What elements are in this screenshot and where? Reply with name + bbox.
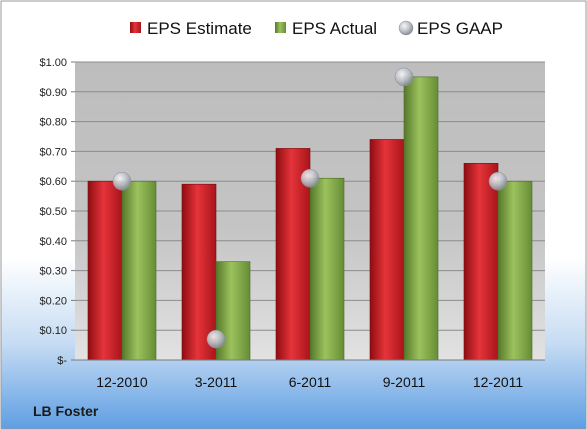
legend-label: EPS GAAP xyxy=(417,19,503,38)
legend-swatch xyxy=(130,22,141,33)
y-tick-label: $1.00 xyxy=(39,57,67,69)
legend-swatch xyxy=(398,20,414,36)
marker-eps-gaap xyxy=(394,67,414,87)
company-name: LB Foster xyxy=(33,403,99,419)
marker-eps-gaap xyxy=(206,329,226,349)
x-tick-label: 6-2011 xyxy=(289,374,332,390)
bar-eps-actual xyxy=(121,180,157,361)
y-tick-label: $0.30 xyxy=(39,266,67,278)
marker-eps-gaap xyxy=(488,171,508,191)
y-tick-label: $0.80 xyxy=(39,117,67,129)
gaap-markers xyxy=(112,67,508,349)
x-tick-label: 12-2010 xyxy=(96,374,148,390)
legend-label: EPS Estimate xyxy=(147,19,252,38)
bar-eps-estimate xyxy=(463,163,499,361)
legend-swatch xyxy=(275,22,286,33)
y-tick-label: $0.20 xyxy=(39,295,67,307)
legend: EPS Estimate EPS Actual EPS GAAP xyxy=(130,19,503,38)
marker-eps-gaap xyxy=(300,168,320,188)
marker-eps-gaap xyxy=(112,171,132,191)
x-tick-label: 9-2011 xyxy=(383,374,426,390)
bar-eps-actual xyxy=(309,177,345,361)
bar-eps-actual xyxy=(497,180,533,361)
y-axis-ticks: $- $0.10 $0.20 $0.30 $0.40 $0.50 $0.60 $0.70 $0.… xyxy=(39,57,75,367)
y-tick-label: $0.70 xyxy=(39,146,67,158)
x-tick-label: 12-2011 xyxy=(473,374,524,390)
y-tick-label: $0.10 xyxy=(39,325,67,337)
x-axis-ticks: 12-2010 3-2011 6-2011 9-2011 12-2011 xyxy=(96,374,523,390)
y-tick-label: $0.90 xyxy=(39,87,67,99)
bar-eps-estimate xyxy=(181,183,217,361)
x-tick-label: 3-2011 xyxy=(195,374,238,390)
y-tick-label: $- xyxy=(57,355,67,367)
y-tick-label: $0.60 xyxy=(39,176,67,188)
legend-label: EPS Actual xyxy=(292,19,377,38)
bar-eps-actual xyxy=(403,76,439,361)
y-tick-label: $0.40 xyxy=(39,236,67,248)
y-tick-label: $0.50 xyxy=(39,206,67,218)
bar-eps-estimate xyxy=(87,180,123,361)
bar-eps-estimate xyxy=(369,139,405,361)
